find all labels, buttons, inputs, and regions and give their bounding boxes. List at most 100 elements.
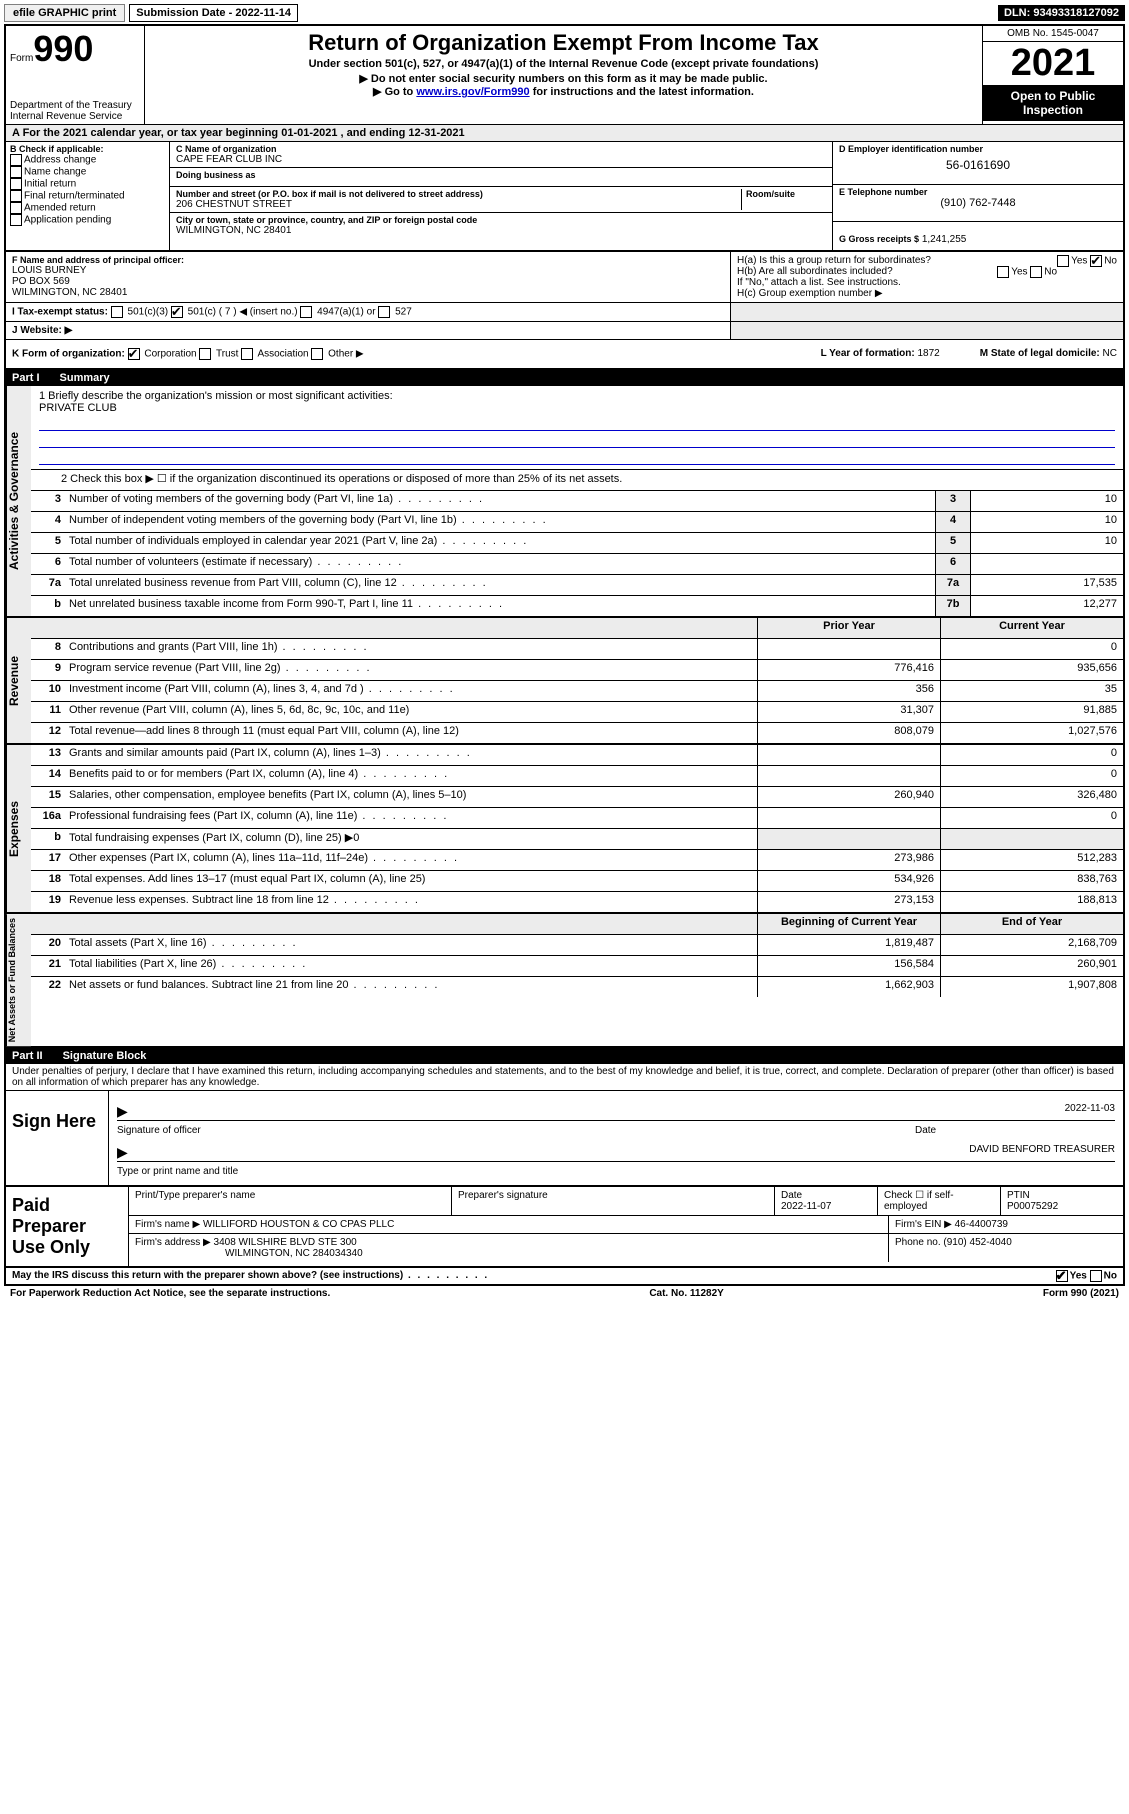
efile-button[interactable]: efile GRAPHIC print: [4, 4, 125, 22]
section-h: H(a) Is this a group return for subordin…: [730, 252, 1123, 302]
period-a-label: A For the 2021 calendar year, or tax yea…: [12, 127, 281, 139]
blank-line: [39, 450, 1115, 465]
g-label: G Gross receipts $: [839, 234, 919, 244]
period-end: 12-31-2021: [408, 127, 464, 139]
declaration-text: Under penalties of perjury, I declare th…: [4, 1064, 1125, 1091]
b-item-5[interactable]: Application pending: [10, 214, 165, 226]
b-item-4[interactable]: Amended return: [10, 202, 165, 214]
eoy-header: End of Year: [940, 914, 1123, 934]
tax-year: 2021: [983, 42, 1123, 85]
line-21: 21 Total liabilities (Part X, line 26) 1…: [31, 956, 1123, 977]
period-row: A For the 2021 calendar year, or tax yea…: [4, 124, 1125, 142]
checkbox-icon[interactable]: [997, 266, 1009, 278]
checkbox-icon[interactable]: [10, 202, 22, 214]
checkbox-icon[interactable]: [1090, 255, 1102, 267]
line-20: 20 Total assets (Part X, line 16) 1,819,…: [31, 935, 1123, 956]
dba-row: Doing business as: [170, 168, 832, 187]
c-name-label: C Name of organization: [176, 144, 826, 154]
omb-label: OMB No. 1545-0047: [983, 26, 1123, 42]
checkbox-icon[interactable]: [241, 348, 253, 360]
firm-addr-label: Firm's address ▶: [135, 1237, 211, 1248]
part1-header: Part I Summary: [4, 370, 1125, 386]
room-label: Room/suite: [746, 189, 826, 199]
prep-date-cell: Date 2022-11-07: [775, 1187, 878, 1215]
checkbox-icon[interactable]: [378, 306, 390, 318]
b-item-1[interactable]: Name change: [10, 166, 165, 178]
col-header-row: Prior Year Current Year: [31, 618, 1123, 639]
submission-label: Submission Date -: [136, 7, 232, 19]
sign-here-label: Sign Here: [6, 1091, 109, 1185]
b-item-2[interactable]: Initial return: [10, 178, 165, 190]
checkbox-icon[interactable]: [1057, 255, 1069, 267]
line-11: 11 Other revenue (Part VIII, column (A),…: [31, 702, 1123, 723]
m-value: NC: [1103, 348, 1117, 359]
preparer-body: Print/Type preparer's name Preparer's si…: [129, 1187, 1123, 1266]
checkbox-icon[interactable]: [300, 306, 312, 318]
signature-line: ▶ 2022-11-03: [117, 1103, 1115, 1121]
dept-label: Department of the Treasury: [10, 100, 140, 111]
k-row: K Form of organization: Corporation Trus…: [4, 340, 1125, 370]
checkbox-icon[interactable]: [10, 214, 22, 226]
checkbox-icon[interactable]: [1090, 1270, 1102, 1282]
line-4: 4 Number of independent voting members o…: [31, 512, 1123, 533]
checkbox-icon[interactable]: [171, 306, 183, 318]
checkbox-icon[interactable]: [128, 348, 140, 360]
line-10: 10 Investment income (Part VIII, column …: [31, 681, 1123, 702]
checkbox-icon[interactable]: [1056, 1270, 1068, 1282]
street-value: 206 CHESTNUT STREET: [176, 199, 741, 210]
dln-value: 93493318127092: [1033, 7, 1119, 19]
b-item-0[interactable]: Address change: [10, 154, 165, 166]
goto-link[interactable]: www.irs.gov/Form990: [416, 86, 529, 98]
firm-addr2: WILMINGTON, NC 284034340: [135, 1248, 882, 1259]
checkbox-icon[interactable]: [10, 178, 22, 190]
q1-label: 1 Briefly describe the organization's mi…: [39, 390, 1115, 402]
b-item-3[interactable]: Final return/terminated: [10, 190, 165, 202]
period-begin: 01-01-2021: [281, 127, 337, 139]
checkbox-icon[interactable]: [1030, 266, 1042, 278]
line-16b: b Total fundraising expenses (Part IX, c…: [31, 829, 1123, 850]
discuss-text: May the IRS discuss this return with the…: [12, 1270, 489, 1282]
line-17: 17 Other expenses (Part IX, column (A), …: [31, 850, 1123, 871]
column-b: B Check if applicable: Address change Na…: [6, 142, 170, 250]
line-18: 18 Total expenses. Add lines 13–17 (must…: [31, 871, 1123, 892]
phone-value: (910) 762-7448: [839, 197, 1117, 209]
officer-name: LOUIS BURNEY: [12, 265, 724, 276]
ha-label: H(a) Is this a group return for subordin…: [737, 255, 931, 266]
prior-year-header: Prior Year: [757, 618, 940, 638]
sign-body: ▶ 2022-11-03 Signature of officer Date ▶…: [109, 1091, 1123, 1185]
l-label: L Year of formation:: [821, 348, 915, 359]
side-expenses: Expenses: [6, 745, 31, 912]
checkbox-icon[interactable]: [10, 166, 22, 178]
side-governance: Activities & Governance: [6, 386, 31, 616]
name-label: Type or print name and title: [117, 1166, 1115, 1177]
firm-ein: 46-4400739: [955, 1219, 1008, 1230]
form-header: Form990 Department of the Treasury Inter…: [4, 24, 1125, 124]
arrow-icon: ▶: [117, 1144, 128, 1161]
year-cell: OMB No. 1545-0047 2021 Open to Public In…: [983, 26, 1123, 124]
side-netassets: Net Assets or Fund Balances: [6, 914, 31, 1046]
checkbox-icon[interactable]: [199, 348, 211, 360]
hb-row: H(b) Are all subordinates included? Yes …: [737, 266, 1117, 277]
checkbox-icon[interactable]: [111, 306, 123, 318]
hc-row: H(c) Group exemption number ▶: [737, 288, 1117, 299]
line-7a: 7a Total unrelated business revenue from…: [31, 575, 1123, 596]
form-number-cell: Form990 Department of the Treasury Inter…: [6, 26, 145, 124]
line-12: 12 Total revenue—add lines 8 through 11 …: [31, 723, 1123, 743]
line-9: 9 Program service revenue (Part VIII, li…: [31, 660, 1123, 681]
line-13: 13 Grants and similar amounts paid (Part…: [31, 745, 1123, 766]
prep-name-label: Print/Type preparer's name: [129, 1187, 452, 1215]
officer-addr1: PO BOX 569: [12, 276, 724, 287]
firm-name: WILLIFORD HOUSTON & CO CPAS PLLC: [203, 1219, 394, 1230]
part2-num: Part II: [12, 1050, 43, 1062]
preparer-label: Paid Preparer Use Only: [6, 1187, 129, 1266]
checkbox-icon[interactable]: [311, 348, 323, 360]
m-label: M State of legal domicile:: [980, 348, 1100, 359]
arrow-icon: ▶: [117, 1103, 128, 1120]
line-19: 19 Revenue less expenses. Subtract line …: [31, 892, 1123, 912]
ha-row: H(a) Is this a group return for subordin…: [737, 255, 1117, 266]
checkbox-icon[interactable]: [10, 154, 22, 166]
city-label: City or town, state or province, country…: [176, 215, 826, 225]
org-name-row: C Name of organization CAPE FEAR CLUB IN…: [170, 142, 832, 168]
checkbox-icon[interactable]: [10, 190, 22, 202]
submission-date: Submission Date - 2022-11-14: [129, 4, 298, 22]
